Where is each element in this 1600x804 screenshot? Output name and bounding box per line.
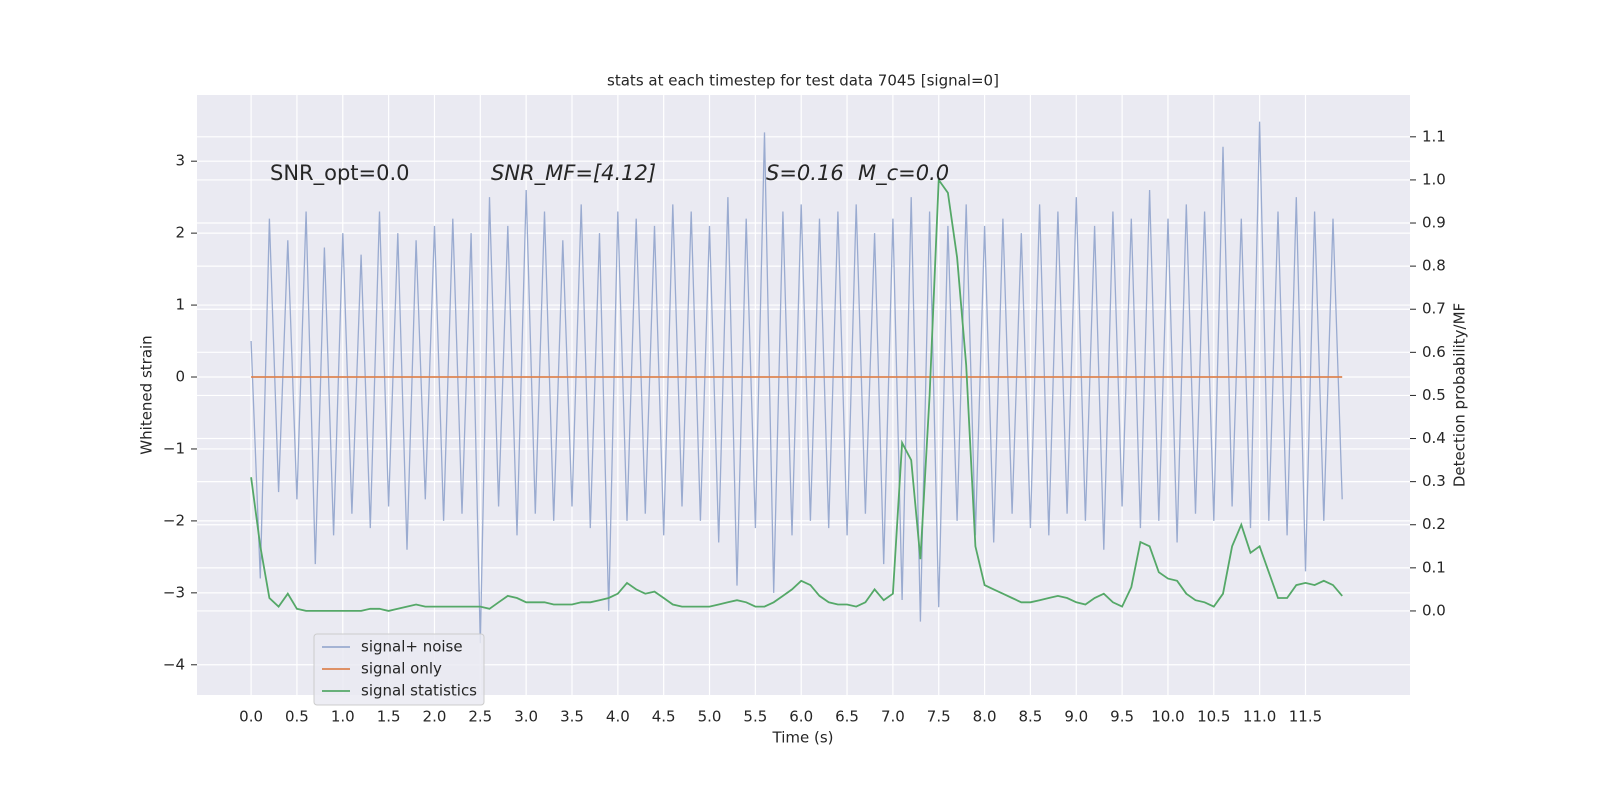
- x-tick-label: 4.5: [652, 708, 676, 726]
- x-tick-label: 1.5: [377, 708, 401, 726]
- y2-axis-label: Detection probability/MF: [1451, 303, 1469, 487]
- y2-tick-label: 0.6: [1422, 343, 1446, 361]
- x-tick-label: 8.0: [973, 708, 997, 726]
- annotation: S=0.16: [766, 161, 844, 185]
- y2-tick-label: 0.2: [1422, 515, 1446, 533]
- annotation: SNR_opt=0.0: [270, 161, 410, 186]
- y-tick-label: −2: [163, 511, 185, 529]
- y-tick-label: −3: [163, 583, 185, 601]
- y2-tick-label: 1.0: [1422, 170, 1446, 188]
- y2-tick-label: 0.7: [1422, 300, 1446, 318]
- y-tick-label: 1: [175, 296, 185, 314]
- x-tick-label: 11.5: [1289, 708, 1322, 726]
- x-tick-label: 5.5: [743, 708, 767, 726]
- x-tick-label: 3.5: [560, 708, 584, 726]
- x-tick-label: 6.5: [835, 708, 859, 726]
- legend-box: [313, 633, 485, 706]
- x-axis-label: Time (s): [772, 729, 834, 747]
- series-line: [250, 177, 1343, 612]
- x-tick-label: 8.5: [1018, 708, 1042, 726]
- x-tick-label: 0.5: [285, 708, 309, 726]
- x-tick-label: 11.0: [1243, 708, 1276, 726]
- y2-tick-label: 0.1: [1422, 558, 1446, 576]
- x-tick-label: 3.0: [514, 708, 538, 726]
- y-axis-label: Whitened strain: [138, 335, 156, 454]
- x-tick-label: 10.5: [1197, 708, 1230, 726]
- x-tick-label: 2.0: [423, 708, 447, 726]
- legend-label: signal only: [361, 660, 442, 678]
- x-tick-label: 5.0: [698, 708, 722, 726]
- chart-title: stats at each timestep for test data 704…: [607, 72, 999, 90]
- y2-tick-label: 0.8: [1422, 257, 1446, 275]
- x-tick-label: 0.0: [239, 708, 263, 726]
- x-tick-label: 4.0: [606, 708, 630, 726]
- y-tick-label: −1: [163, 439, 185, 457]
- legend-label: signal statistics: [361, 682, 477, 700]
- x-tick-label: 9.5: [1110, 708, 1134, 726]
- y2-tick-label: 0.4: [1422, 429, 1446, 447]
- annotation: M_c=0.0: [858, 161, 949, 186]
- y2-tick-label: 0.5: [1422, 386, 1446, 404]
- y-tick-label: 2: [175, 224, 185, 242]
- y2-tick-label: 1.1: [1422, 127, 1446, 145]
- x-tick-label: 6.0: [789, 708, 813, 726]
- series-line: [250, 121, 1343, 644]
- y2-tick-label: 0.0: [1422, 601, 1446, 619]
- y2-tick-label: 0.3: [1422, 472, 1446, 490]
- annotation: SNR_MF=[4.12]: [491, 161, 656, 186]
- x-tick-label: 1.0: [331, 708, 355, 726]
- x-tick-label: 7.5: [927, 708, 951, 726]
- x-tick-label: 10.0: [1151, 708, 1184, 726]
- y-tick-label: −4: [163, 655, 185, 673]
- y-tick-label: 0: [175, 368, 185, 386]
- x-tick-label: 7.0: [881, 708, 905, 726]
- y2-tick-label: 0.9: [1422, 214, 1446, 232]
- x-tick-label: 9.0: [1064, 708, 1088, 726]
- x-tick-label: 2.5: [468, 708, 492, 726]
- legend-label: signal+ noise: [361, 638, 463, 656]
- y-tick-label: 3: [175, 152, 185, 170]
